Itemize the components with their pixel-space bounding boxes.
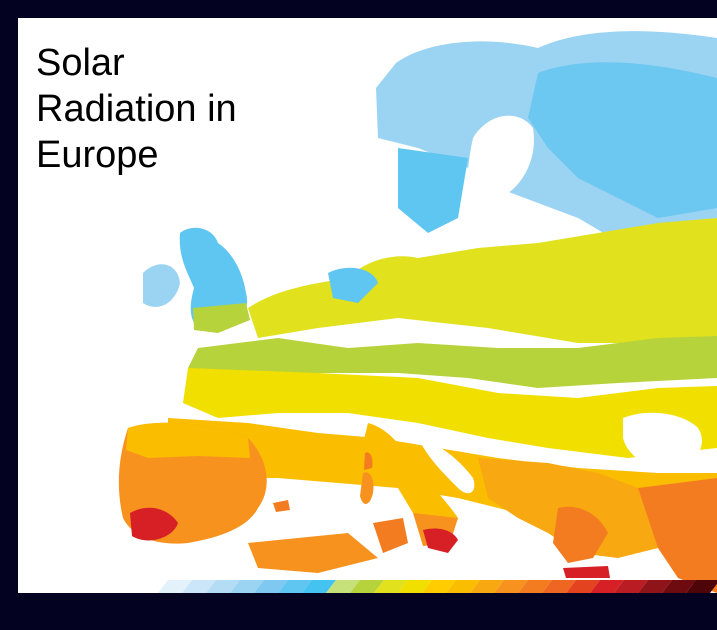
legend-swatch bbox=[158, 580, 192, 593]
legend-swatch bbox=[590, 580, 624, 593]
legend-swatch bbox=[446, 580, 480, 593]
region-finland-inner bbox=[528, 62, 717, 219]
legend-swatch bbox=[614, 580, 648, 593]
legend-swatch bbox=[494, 580, 528, 593]
region-italy bbox=[363, 423, 458, 538]
legend-swatch bbox=[662, 580, 696, 593]
legend-swatch bbox=[398, 580, 432, 593]
baltic-sea bbox=[453, 115, 534, 239]
legend-swatch bbox=[254, 580, 288, 593]
region-tunisia bbox=[373, 518, 408, 553]
region-sweden-south bbox=[398, 148, 468, 233]
region-balearic bbox=[273, 500, 290, 512]
legend-swatch bbox=[182, 580, 216, 593]
legend-swatch bbox=[374, 580, 408, 593]
region-britain-south bbox=[193, 303, 250, 333]
legend-swatch bbox=[302, 580, 336, 593]
adriatic-sea bbox=[418, 438, 475, 494]
region-sardinia bbox=[360, 472, 374, 504]
map-title: Solar Radiation in Europe bbox=[36, 40, 296, 178]
region-corsica bbox=[364, 452, 373, 470]
legend-swatch bbox=[350, 580, 384, 593]
title-line-3: Europe bbox=[36, 134, 159, 176]
legend-swatch bbox=[542, 580, 576, 593]
region-iberia-north bbox=[126, 422, 250, 458]
region-central-yellow bbox=[183, 368, 717, 458]
region-germany-lake bbox=[328, 267, 378, 303]
region-britain bbox=[179, 227, 248, 328]
legend-swatch bbox=[518, 580, 552, 593]
region-turkey bbox=[638, 478, 717, 593]
region-north-africa bbox=[248, 533, 378, 573]
legend-swatch bbox=[230, 580, 264, 593]
region-continent-north bbox=[248, 218, 717, 343]
black-sea bbox=[623, 412, 702, 469]
legend-swatch bbox=[278, 580, 312, 593]
region-crete bbox=[563, 566, 610, 578]
region-andalusia bbox=[130, 507, 178, 541]
title-backdrop bbox=[18, 18, 376, 213]
legend-swatch bbox=[422, 580, 456, 593]
region-greece bbox=[553, 506, 608, 563]
color-scale-bar bbox=[158, 580, 717, 593]
region-green-band bbox=[188, 336, 717, 388]
title-line-1: Solar bbox=[36, 42, 125, 84]
legend-swatch bbox=[686, 580, 717, 593]
region-sicily bbox=[423, 528, 458, 553]
legend-swatch bbox=[326, 580, 360, 593]
region-ireland bbox=[143, 264, 180, 307]
map-panel: Solar Radiation in Europe bbox=[18, 18, 717, 593]
legend-swatch bbox=[470, 580, 504, 593]
legend-swatch bbox=[566, 580, 600, 593]
europe-solar-map bbox=[18, 18, 717, 593]
legend-swatch bbox=[206, 580, 240, 593]
title-line-2: Radiation in bbox=[36, 88, 237, 130]
legend-swatch bbox=[638, 580, 672, 593]
